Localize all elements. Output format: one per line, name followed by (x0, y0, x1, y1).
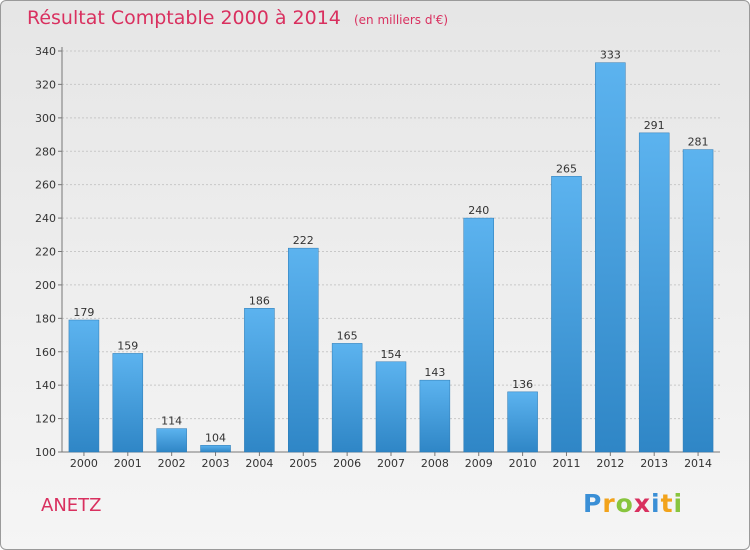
logo-letter: t (660, 489, 674, 518)
bars (68, 62, 714, 453)
bar (507, 391, 538, 453)
bar (638, 132, 670, 453)
y-tick-label: 180 (35, 312, 56, 325)
x-tick-label: 2011 (552, 457, 580, 470)
y-tick-label: 240 (35, 212, 56, 225)
y-tick-label: 200 (35, 279, 56, 292)
bar (595, 62, 626, 453)
chart-unit-label: (en milliers d'€) (353, 13, 449, 27)
logo-letter: P (583, 489, 603, 518)
bar-value-label: 154 (381, 348, 402, 361)
y-tick-label: 120 (35, 413, 56, 426)
x-tick-label: 2009 (465, 457, 493, 470)
bar-value-label: 136 (512, 378, 533, 391)
bar (551, 176, 582, 453)
x-tick-label: 2012 (596, 457, 624, 470)
x-tick-label: 2000 (70, 457, 98, 470)
x-tick-label: 2004 (245, 457, 273, 470)
bar (682, 149, 714, 453)
x-tick-label: 2005 (289, 457, 317, 470)
y-tick-label: 140 (35, 379, 56, 392)
bar (463, 217, 494, 453)
chart-title-block: Résultat Comptable 2000 à 2014 (en milli… (27, 7, 448, 29)
x-tick-label: 2013 (640, 457, 668, 470)
bar (200, 445, 231, 453)
logo-letter: x (633, 489, 651, 518)
bar (331, 343, 363, 453)
x-tick-label: 2008 (421, 457, 449, 470)
y-tick-label: 100 (35, 446, 56, 459)
logo-letter: i (651, 489, 661, 518)
x-tick-label: 2014 (684, 457, 712, 470)
bar-value-label: 114 (161, 415, 182, 428)
bar (288, 247, 319, 453)
y-tick-label: 320 (35, 78, 56, 91)
logo-letter: r (602, 489, 616, 518)
y-tick-label: 220 (35, 246, 56, 259)
data-labels: 179 159 114 104 186 222 165 154 143 240 136 265 333 2… (73, 49, 708, 445)
x-tick-label: 2003 (202, 457, 230, 470)
bar (156, 428, 187, 453)
bar (419, 379, 451, 453)
logo-letter: i (673, 489, 684, 518)
bar-value-label: 222 (293, 234, 314, 247)
x-tick-label: 2010 (509, 457, 537, 470)
y-tick-label: 280 (35, 145, 56, 158)
bar (244, 308, 275, 453)
bar-value-label: 104 (205, 431, 226, 444)
bar-value-label: 333 (600, 49, 621, 62)
bar (68, 319, 100, 453)
bar-value-label: 159 (117, 339, 138, 352)
chart-title: Résultat Comptable 2000 à 2014 (27, 7, 341, 29)
bar-value-label: 165 (337, 329, 358, 342)
bar-value-label: 240 (468, 204, 489, 217)
proxiti-logo: Proxiti (583, 489, 683, 518)
bar (112, 353, 144, 453)
x-tick-label: 2001 (114, 457, 142, 470)
logo-letter: o (615, 489, 634, 518)
y-tick-label: 340 (35, 45, 56, 58)
x-tick-label: 2002 (158, 457, 186, 470)
bar-value-label: 291 (644, 119, 665, 132)
bar-value-label: 143 (424, 366, 445, 379)
y-tick-label: 260 (35, 179, 56, 192)
x-tick-label: 2006 (333, 457, 361, 470)
x-tick-label: 2007 (377, 457, 405, 470)
commune-name: ANETZ (41, 495, 102, 516)
y-tick-label: 300 (35, 112, 56, 125)
bar-value-label: 281 (688, 136, 709, 149)
bar-value-label: 186 (249, 294, 270, 307)
axes: 100 120 140 160 180 200 220 240 260 280 300 320 340 2… (35, 45, 720, 470)
bar-value-label: 265 (556, 162, 577, 175)
bar (375, 361, 407, 453)
bar-value-label: 179 (73, 306, 94, 319)
y-tick-label: 160 (35, 346, 56, 359)
